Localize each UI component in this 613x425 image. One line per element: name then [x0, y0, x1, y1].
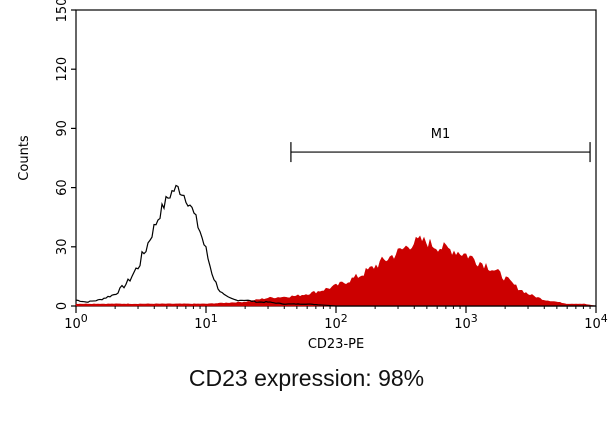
y-tick-label: 150: [55, 0, 70, 22]
x-tick-label: 102: [324, 312, 348, 332]
x-tick-label: 101: [194, 312, 218, 332]
x-tick-label: 104: [584, 312, 608, 332]
series-stained-filled: [75, 235, 597, 307]
gate-label: M1: [431, 127, 451, 142]
x-tick-label: 100: [64, 312, 88, 332]
stained-histogram: [75, 235, 597, 307]
y-tick-label: 30: [55, 239, 70, 256]
y-tick-label: 60: [55, 179, 70, 196]
y-tick-label: 0: [55, 302, 70, 310]
y-axis-title: Counts: [17, 135, 32, 181]
expression-caption: CD23 expression: 98%: [188, 365, 425, 391]
y-tick-label: 120: [55, 57, 70, 82]
x-axis-title: CD23-PE: [308, 337, 364, 352]
x-axis: 100 101 102 103 104: [64, 306, 608, 332]
y-axis: 0 30 60 90 120 150: [55, 0, 76, 310]
gate-m1: M1: [290, 127, 591, 163]
y-tick-label: 90: [55, 120, 70, 137]
x-tick-label: 103: [454, 312, 478, 332]
plot-area: [75, 9, 597, 307]
